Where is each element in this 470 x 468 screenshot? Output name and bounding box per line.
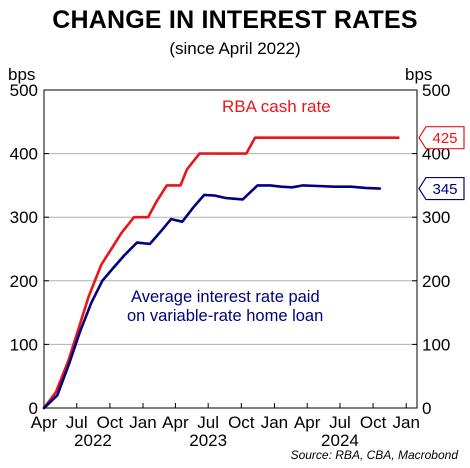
series-lines <box>42 136 400 410</box>
y-tick-label-left: 300 <box>10 208 38 227</box>
y-tick-label-left: 100 <box>10 335 38 354</box>
end-value-label: 425 <box>432 130 457 147</box>
y-tick-label-left: 400 <box>10 145 38 164</box>
y-tick-label-left: 500 <box>10 81 38 100</box>
annotation-average-rate-line-2: on variable-rate home loan <box>127 307 323 325</box>
y-tick-label-left: 0 <box>29 399 38 418</box>
annotation-average-rate-line-1: Average interest rate paid <box>131 288 320 306</box>
x-year-label: 2022 <box>74 431 112 450</box>
x-tick-label: Jan <box>261 413 288 432</box>
y-tick-label-right: 300 <box>422 208 450 227</box>
y-tick-label-right: 100 <box>422 335 450 354</box>
x-tick-label: Jan <box>129 413 156 432</box>
x-tick-label: Jan <box>392 413 419 432</box>
axes: 0 0 100 100 200 200 300 300 400 400 500 500 Apr Jul Oc… <box>10 81 451 450</box>
end-value-callout-box <box>418 176 465 201</box>
source-note: Source: RBA, CBA, Macrobond <box>290 448 458 462</box>
end-value-label: 345 <box>432 181 457 198</box>
end-value-callouts: 425 345 <box>418 126 465 201</box>
end-value-callout-box <box>418 126 465 150</box>
plot-frame <box>43 89 418 409</box>
x-tick-label: Jul <box>66 413 88 432</box>
x-tick-label: Apr <box>31 413 58 432</box>
right-axis-unit: bps <box>405 65 432 84</box>
x-tick-label: Apr <box>294 413 321 432</box>
y-tick-label-right: 500 <box>422 81 450 100</box>
annotation-rba-cash-rate: RBA cash rate <box>222 97 331 116</box>
x-year-label: 2024 <box>321 431 359 450</box>
series-variable-home-loan-line <box>42 184 382 410</box>
chart-subtitle: (since April 2022) <box>169 39 301 58</box>
chart-title: CHANGE IN INTEREST RATES <box>52 6 418 34</box>
x-tick-label: Oct <box>97 413 124 432</box>
y-tick-label-right: 0 <box>422 399 431 418</box>
left-axis-unit: bps <box>8 65 35 84</box>
gridlines <box>44 153 417 345</box>
x-tick-label: Jul <box>197 413 219 432</box>
x-year-label: 2023 <box>189 431 227 450</box>
x-tick-label: Oct <box>228 413 255 432</box>
y-tick-label-right: 400 <box>422 145 450 164</box>
y-tick-label-right: 200 <box>422 272 450 291</box>
x-tick-label: Apr <box>162 413 189 432</box>
x-tick-label: Oct <box>360 413 387 432</box>
x-tick-label: Jul <box>329 413 351 432</box>
series-rba-cash-rate-line <box>42 136 400 410</box>
y-tick-label-left: 200 <box>10 272 38 291</box>
